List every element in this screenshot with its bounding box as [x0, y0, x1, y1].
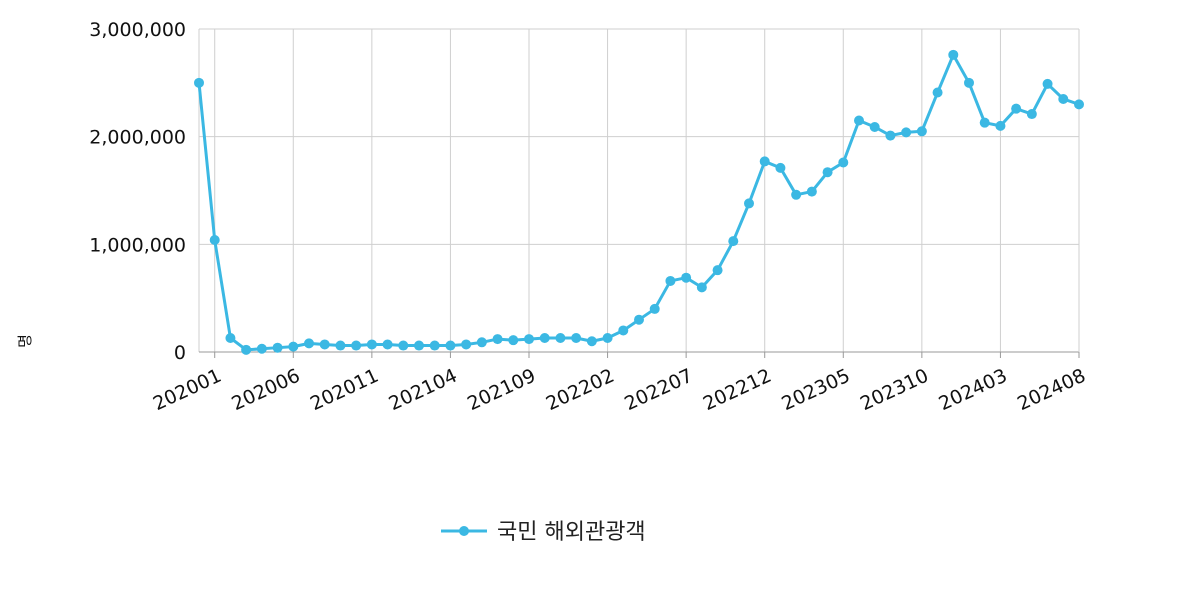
data-point: [335, 340, 346, 351]
data-point: [602, 333, 613, 344]
data-point: [806, 186, 817, 197]
x-tick-label: 202403: [936, 365, 1011, 416]
y-axis-label: 명: [16, 334, 34, 348]
data-point: [964, 77, 974, 88]
data-point: [775, 162, 786, 173]
data-point: [995, 120, 1006, 131]
y-tick-labels: 0 1,000,000 2,000,000 3,000,000: [89, 19, 186, 364]
axes: [198, 29, 1080, 358]
data-point: [791, 189, 802, 200]
data-point: [319, 339, 330, 350]
data-point: [916, 126, 927, 137]
data-point: [241, 344, 252, 355]
data-point: [492, 334, 503, 345]
data-point: [539, 333, 550, 344]
data-point: [209, 235, 220, 246]
data-point: [838, 157, 849, 168]
x-tick-label: 202408: [1014, 365, 1089, 416]
data-point: [744, 198, 754, 209]
data-point: [445, 340, 456, 351]
data-point: [1042, 78, 1053, 89]
data-point: [288, 341, 299, 352]
data-point: [414, 340, 424, 351]
data-point: [1074, 99, 1084, 110]
data-point: [932, 87, 943, 98]
grid-lines: [199, 28, 1080, 353]
data-point: [618, 325, 629, 336]
data-point: [272, 342, 283, 353]
data-point: [461, 339, 472, 350]
data-point: [1011, 103, 1022, 114]
data-point: [885, 130, 896, 141]
data-point: [398, 340, 409, 351]
data-point: [351, 340, 362, 351]
data-point: [822, 167, 833, 178]
data-point: [696, 282, 707, 293]
data-point: [256, 343, 267, 354]
legend: 국민 해외관광객: [441, 520, 646, 545]
legend-series-label: 국민 해외관광객: [497, 520, 646, 545]
data-point: [366, 339, 377, 350]
data-point: [429, 340, 440, 351]
x-tick-label: 202104: [386, 365, 461, 416]
data-point: [194, 77, 204, 88]
data-point: [948, 49, 959, 60]
x-tick-label: 202202: [543, 365, 618, 416]
data-point: [665, 275, 676, 286]
y-tick-label: 2,000,000: [89, 127, 186, 149]
x-tick-label: 202006: [228, 365, 303, 416]
x-tick-label: 202011: [307, 365, 382, 416]
series-layer: [194, 49, 1084, 355]
data-point: [634, 314, 644, 325]
x-tick-label: 202310: [857, 365, 932, 416]
data-point: [586, 336, 597, 347]
y-tick-label: 0: [174, 342, 186, 364]
data-point: [979, 117, 990, 128]
data-point: [901, 127, 912, 138]
data-point: [759, 156, 770, 167]
data-point: [728, 236, 739, 247]
x-tick-labels: 202001 202006 202011 202104 202109 202202 2022…: [150, 365, 1089, 416]
data-point: [555, 333, 566, 344]
data-point: [476, 337, 487, 348]
data-point: [1058, 93, 1069, 104]
data-point: [649, 303, 660, 314]
data-point: [508, 335, 519, 346]
x-tick-label: 202207: [621, 365, 696, 416]
data-point: [304, 338, 314, 349]
data-point: [571, 333, 582, 344]
x-tick-label: 202001: [150, 365, 225, 416]
data-point: [382, 339, 393, 350]
y-tick-label: 1,000,000: [89, 234, 186, 256]
data-point: [524, 334, 534, 345]
y-tick-label: 3,000,000: [89, 19, 186, 41]
data-point: [681, 272, 692, 283]
data-point: [712, 265, 723, 276]
data-point: [869, 121, 880, 132]
legend-point-marker: [459, 526, 469, 536]
x-tick-label: 202212: [700, 365, 775, 416]
data-point: [854, 115, 864, 126]
data-point: [225, 333, 236, 344]
data-point: [1026, 109, 1037, 120]
series-line: [197, 53, 1080, 352]
x-tick-label: 202305: [778, 365, 853, 416]
x-tick-label: 202109: [464, 365, 539, 416]
